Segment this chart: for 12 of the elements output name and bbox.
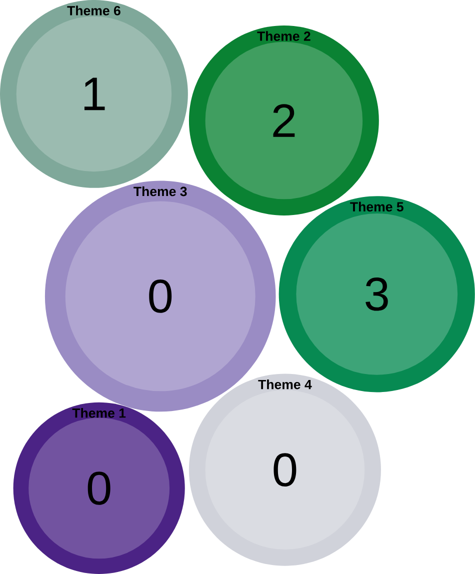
category-label: Theme 1 — [72, 408, 126, 418]
category-label: Theme 6 — [67, 6, 120, 16]
data-label: 2 — [273, 104, 295, 137]
data-label: 0 — [274, 453, 296, 486]
data-label: 0 — [88, 472, 110, 505]
data-label: 0 — [149, 280, 172, 313]
category-label: Theme 4 — [258, 379, 312, 390]
data-label: 3 — [366, 278, 388, 311]
category-label: Theme 5 — [350, 202, 404, 212]
data-label: 1 — [84, 78, 105, 110]
category-label: Theme 2 — [257, 31, 310, 41]
category-label: Theme 3 — [134, 186, 187, 196]
